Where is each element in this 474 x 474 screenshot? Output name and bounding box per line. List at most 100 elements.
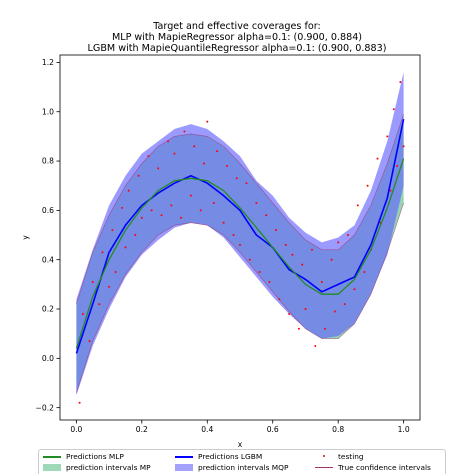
testing-point	[366, 184, 369, 187]
testing-points	[78, 81, 405, 404]
testing-point	[150, 209, 153, 212]
legend-label: testing	[338, 452, 364, 461]
testing-point	[337, 241, 340, 244]
legend-label: Predictions MLP	[66, 452, 124, 461]
chart-title-line-1: Target and effective coverages for:	[153, 21, 321, 32]
predictions-lgbm-line	[75, 118, 405, 354]
y-tick-label: 0.6	[42, 206, 54, 215]
testing-point	[183, 130, 186, 133]
testing-point	[180, 216, 183, 219]
testing-point	[402, 145, 405, 148]
testing-point	[203, 162, 205, 165]
testing-point	[127, 189, 130, 192]
testing-point	[239, 243, 241, 246]
testing-point	[81, 313, 84, 315]
testing-point	[255, 202, 258, 204]
testing-point	[275, 229, 277, 232]
testing-point	[301, 263, 304, 266]
testing-point	[248, 258, 251, 261]
testing-point	[324, 327, 327, 330]
testing-point	[320, 280, 323, 283]
testing-point	[304, 308, 307, 310]
y-tick-label: 0.0	[42, 354, 54, 363]
testing-point	[330, 258, 333, 261]
testing-point	[101, 251, 104, 254]
y-tick-label: 1.0	[42, 107, 54, 116]
y-tick-label: 1.2	[42, 58, 54, 67]
testing-point	[157, 167, 160, 170]
legend-item-prediction-intervals-mqp: prediction intervals MQP	[175, 462, 288, 473]
testing-point	[232, 234, 235, 236]
y-tick-label: −0.2	[36, 403, 55, 412]
legend-item-testing: testing	[315, 451, 364, 462]
testing-point	[88, 340, 91, 343]
x-tick-label: 0.6	[267, 425, 279, 434]
chart-title-line-2: MLP with MapieRegressor alpha=0.1: (0.90…	[111, 32, 363, 43]
testing-point	[121, 206, 124, 209]
testing-point	[399, 81, 402, 84]
testing-point	[78, 401, 81, 404]
testing-point	[288, 313, 291, 315]
legend-label: True confidence intervals	[338, 463, 431, 472]
testing-point	[396, 165, 399, 167]
chart-legend: Predictions MLP Predictions LGBM testing…	[38, 449, 446, 474]
testing-point	[268, 280, 271, 283]
testing-point	[392, 108, 395, 111]
axis-ticks: 0.0 0.2 0.4 0.6 0.8 1.0 −0.2 0.0 0.2 0.4 0.6 0.8 1.0…	[36, 58, 410, 434]
legend-item-predictions-mlp: Predictions MLP	[43, 451, 124, 462]
testing-point	[353, 288, 356, 291]
legend-swatch-patch-green	[43, 462, 61, 473]
x-tick-label: 0.8	[332, 425, 344, 434]
testing-point	[189, 194, 192, 197]
legend-swatch-line-green	[43, 451, 61, 462]
legend-label: Predictions LGBM	[198, 452, 263, 461]
interval-bands	[76, 72, 404, 396]
testing-point	[297, 327, 300, 330]
x-tick-label: 0.0	[70, 425, 82, 434]
true-confidence-lower-line	[76, 202, 404, 393]
testing-point	[284, 243, 287, 246]
band-prediction-intervals-mqp	[76, 72, 404, 396]
legend-item-predictions-lgbm: Predictions LGBM	[175, 451, 262, 462]
legend-label: prediction intervals MQP	[198, 463, 289, 472]
testing-point	[193, 145, 196, 148]
testing-point	[376, 157, 379, 160]
legend-swatch-line-purple	[315, 462, 333, 473]
testing-point	[216, 150, 219, 153]
testing-point	[114, 271, 117, 273]
testing-point	[98, 303, 101, 306]
y-axis-label: y	[21, 235, 30, 240]
chart-title-line-3: LGBM with MapieQuantileRegressor alpha=0…	[87, 43, 387, 54]
legend-item-true-confidence-intervals: True confidence intervals	[315, 462, 431, 473]
testing-point	[347, 234, 349, 236]
x-tick-label: 0.2	[136, 425, 148, 434]
y-tick-label: 0.8	[42, 157, 54, 166]
testing-point	[333, 310, 336, 313]
testing-point	[170, 204, 173, 207]
testing-point	[134, 234, 137, 236]
x-tick-label: 1.0	[398, 425, 410, 434]
testing-point	[173, 152, 176, 155]
testing-point	[343, 303, 346, 306]
testing-point	[258, 271, 261, 273]
testing-point	[291, 253, 294, 256]
predictions-mlp-line	[75, 158, 405, 349]
true-confidence-upper-line	[76, 114, 404, 305]
legend-swatch-line-blue	[175, 451, 193, 462]
testing-point	[111, 229, 114, 232]
legend-swatch-dot-red	[315, 451, 333, 462]
testing-point	[265, 214, 268, 217]
axes-frame	[59, 54, 421, 421]
x-axis-label: x	[238, 440, 243, 449]
testing-point	[225, 165, 228, 167]
testing-point	[124, 246, 127, 249]
testing-point	[311, 248, 313, 251]
testing-point	[147, 155, 150, 158]
testing-point	[212, 202, 215, 204]
testing-point	[386, 135, 389, 138]
testing-point	[314, 345, 317, 347]
y-tick-label: 0.2	[42, 305, 54, 314]
testing-point	[363, 271, 366, 273]
testing-point	[137, 174, 140, 177]
